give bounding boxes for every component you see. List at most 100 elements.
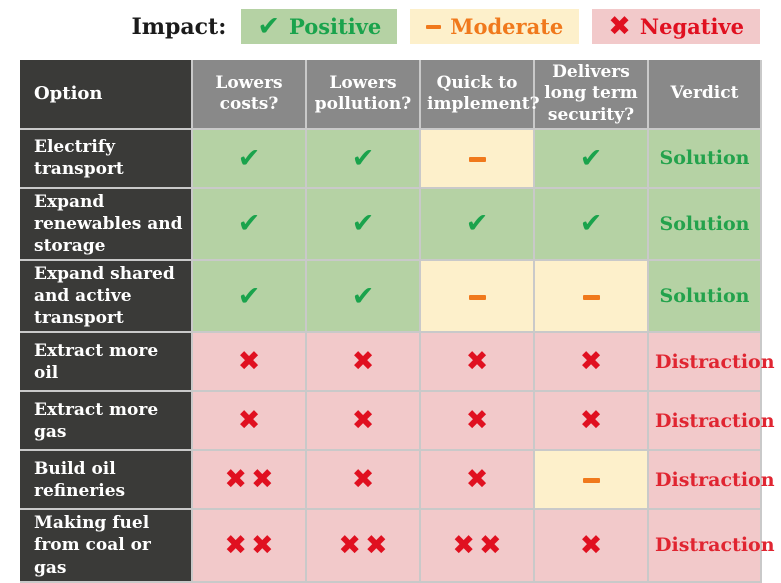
dash-icon	[468, 156, 486, 162]
legend-item-label: Negative	[639, 14, 744, 39]
cross-icon: ✖	[608, 11, 631, 42]
table-row: Electrify transport ✔ ✔ ✔ Solution	[20, 129, 762, 189]
check-icon: ✔	[351, 142, 375, 174]
verdict: Solution	[649, 188, 762, 262]
cross-icon: ✖	[465, 405, 489, 437]
option-label: Electrify transport	[20, 129, 193, 189]
check-icon: ✔	[237, 280, 261, 312]
mark-cell: ✔	[193, 188, 307, 262]
check-icon: ✔	[237, 208, 261, 240]
verdict: Solution	[649, 261, 762, 334]
dash-icon	[468, 294, 486, 300]
mark-cell: ✖	[193, 333, 307, 393]
cross-icon: ✖	[579, 405, 603, 437]
legend-item-moderate: Moderate	[410, 9, 580, 44]
check-icon: ✔	[257, 11, 280, 42]
mark-cell: ✖	[193, 392, 307, 452]
cross-icon: ✖	[365, 529, 388, 561]
impact-table: Option Lowers costs? Lowers pollution? Q…	[20, 60, 775, 583]
mark-cell: ✖	[535, 392, 649, 452]
cross-icon: ✖	[452, 529, 475, 561]
mark-cell: ✖	[421, 451, 535, 511]
check-icon: ✔	[237, 142, 261, 174]
mark-cell: ✖ ✖	[193, 451, 307, 511]
check-icon: ✔	[465, 208, 489, 240]
cross-icon: ✖	[579, 529, 603, 561]
legend-item-label: Moderate	[450, 14, 564, 39]
verdict: Distraction	[649, 451, 775, 511]
cross-icon: ✖	[251, 529, 274, 561]
mark-cell	[535, 451, 649, 511]
impact-matrix-infographic: Impact: ✔ Positive Moderate ✖ Negative O…	[20, 8, 775, 583]
legend-item-negative: ✖ Negative	[592, 9, 760, 44]
option-label: Build oil refineries	[20, 451, 193, 511]
check-icon: ✔	[351, 280, 375, 312]
table-row: Extract more gas ✖ ✖ ✖ ✖ Distraction	[20, 392, 775, 452]
mark-cell: ✖	[421, 333, 535, 393]
cross-icon: ✖	[579, 346, 603, 378]
cross-icon: ✖	[479, 529, 502, 561]
cross-icon: ✖	[351, 346, 375, 378]
cross-icon: ✖	[351, 405, 375, 437]
cross-icon: ✖	[251, 464, 274, 496]
legend-item-positive: ✔ Positive	[241, 9, 398, 44]
option-label: Expand shared and active transport	[20, 261, 193, 334]
mark-cell: ✔	[193, 261, 307, 334]
table-row: Making fuel from coal or gas ✖ ✖ ✖ ✖ ✖ ✖ ✖ …	[20, 510, 775, 583]
option-label: Extract more gas	[20, 392, 193, 452]
verdict: Distraction	[649, 510, 775, 583]
table-row: Build oil refineries ✖ ✖ ✖ ✖ Distraction	[20, 451, 775, 511]
column-header-quick-to-implement: Quick to implement?	[421, 60, 540, 130]
mark-cell: ✔	[535, 188, 649, 262]
header-row: Option Lowers costs? Lowers pollution? Q…	[20, 60, 762, 130]
mark-cell: ✖ ✖	[421, 510, 535, 583]
cross-icon: ✖	[465, 464, 489, 496]
mark-cell: ✖	[535, 333, 649, 393]
check-icon: ✔	[351, 208, 375, 240]
cross-icon: ✖	[338, 529, 361, 561]
cross-icon: ✖	[351, 464, 375, 496]
mark-cell: ✔	[307, 261, 421, 334]
option-label: Making fuel from coal or gas	[20, 510, 193, 583]
mark-cell	[421, 129, 535, 189]
option-label: Extract more oil	[20, 333, 193, 393]
mark-cell: ✖	[307, 392, 421, 452]
option-label: Expand renewables and storage	[20, 188, 193, 262]
mark-cell: ✖	[307, 451, 421, 511]
mark-cell: ✖	[421, 392, 535, 452]
mark-cell: ✖	[307, 333, 421, 393]
cross-icon: ✖	[237, 405, 261, 437]
cross-icon: ✖	[465, 346, 489, 378]
column-header-option: Option	[20, 60, 193, 130]
cross-icon: ✖	[224, 464, 247, 496]
check-icon: ✔	[579, 208, 603, 240]
column-header-lowers-pollution: Lowers pollution?	[307, 60, 421, 130]
mark-cell: ✖ ✖	[307, 510, 421, 583]
mark-cell: ✔	[535, 129, 649, 189]
table-row: Expand renewables and storage ✔ ✔ ✔ ✔ So…	[20, 188, 762, 262]
check-icon: ✔	[579, 142, 603, 174]
table-row: Expand shared and active transport ✔ ✔ S…	[20, 261, 762, 334]
column-header-verdict: Verdict	[649, 60, 762, 130]
legend-title: Impact:	[131, 13, 227, 40]
cross-icon: ✖	[224, 529, 247, 561]
mark-cell: ✔	[421, 188, 535, 262]
verdict: Distraction	[649, 392, 775, 452]
verdict: Solution	[649, 129, 762, 189]
mark-cell: ✔	[307, 129, 421, 189]
legend-item-label: Positive	[288, 14, 382, 39]
mark-cell: ✖	[535, 510, 649, 583]
mark-cell: ✖ ✖	[193, 510, 307, 583]
column-header-long-term-security: Delivers long term security?	[535, 60, 649, 130]
mark-cell	[421, 261, 535, 334]
verdict: Distraction	[649, 333, 775, 393]
dash-icon	[426, 24, 442, 29]
mark-cell	[535, 261, 649, 334]
mark-cell: ✔	[307, 188, 421, 262]
impact-legend: Impact: ✔ Positive Moderate ✖ Negative	[131, 8, 760, 45]
cross-icon: ✖	[237, 346, 261, 378]
dash-icon	[582, 478, 600, 484]
table-row: Extract more oil ✖ ✖ ✖ ✖ Distraction	[20, 333, 775, 393]
dash-icon	[582, 294, 600, 300]
mark-cell: ✔	[193, 129, 307, 189]
